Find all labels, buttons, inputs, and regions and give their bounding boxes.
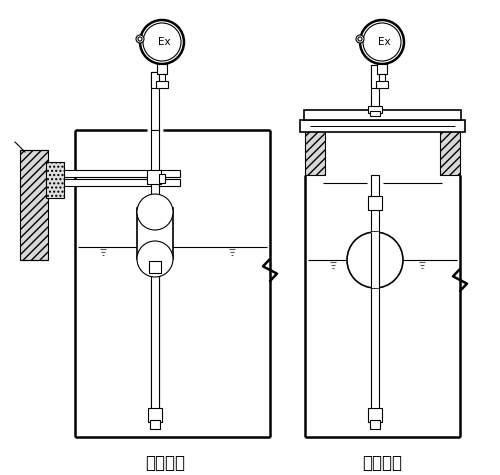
Text: Ex: Ex — [378, 37, 390, 47]
Bar — [368, 196, 382, 210]
Bar — [150, 420, 160, 429]
Bar — [147, 170, 161, 184]
Bar — [376, 81, 388, 88]
Circle shape — [137, 194, 173, 230]
Text: 法兰固定: 法兰固定 — [362, 454, 402, 472]
Circle shape — [347, 232, 403, 288]
Bar — [304, 110, 461, 120]
Bar — [371, 175, 379, 409]
Bar — [148, 408, 162, 422]
Bar — [159, 74, 165, 82]
Bar — [151, 130, 159, 409]
Circle shape — [138, 37, 142, 41]
Bar — [156, 81, 168, 88]
Bar — [440, 120, 460, 175]
Bar — [377, 64, 387, 74]
Circle shape — [356, 35, 364, 43]
Bar — [368, 408, 382, 422]
Circle shape — [137, 241, 173, 277]
Circle shape — [140, 20, 184, 64]
Bar — [48, 170, 180, 177]
Bar — [370, 111, 380, 116]
Bar — [371, 65, 379, 88]
Circle shape — [360, 20, 404, 64]
Text: Ex: Ex — [158, 37, 170, 47]
Bar — [149, 198, 161, 210]
Bar — [151, 72, 159, 130]
Bar — [157, 64, 167, 74]
Circle shape — [358, 37, 362, 41]
Circle shape — [143, 23, 181, 61]
Bar — [46, 162, 64, 198]
Bar — [379, 74, 385, 82]
Bar — [370, 420, 380, 429]
Bar — [305, 120, 325, 175]
Text: 架装固定: 架装固定 — [145, 454, 185, 472]
Bar — [159, 174, 165, 183]
Bar — [368, 106, 382, 113]
Bar — [48, 179, 180, 186]
Circle shape — [136, 35, 144, 43]
Bar — [371, 232, 379, 288]
Bar — [151, 72, 159, 88]
Bar — [149, 261, 161, 273]
Bar — [300, 120, 465, 132]
Circle shape — [363, 23, 401, 61]
Bar — [371, 65, 379, 110]
Bar — [20, 150, 48, 260]
Bar — [151, 273, 159, 409]
Bar — [137, 208, 173, 259]
